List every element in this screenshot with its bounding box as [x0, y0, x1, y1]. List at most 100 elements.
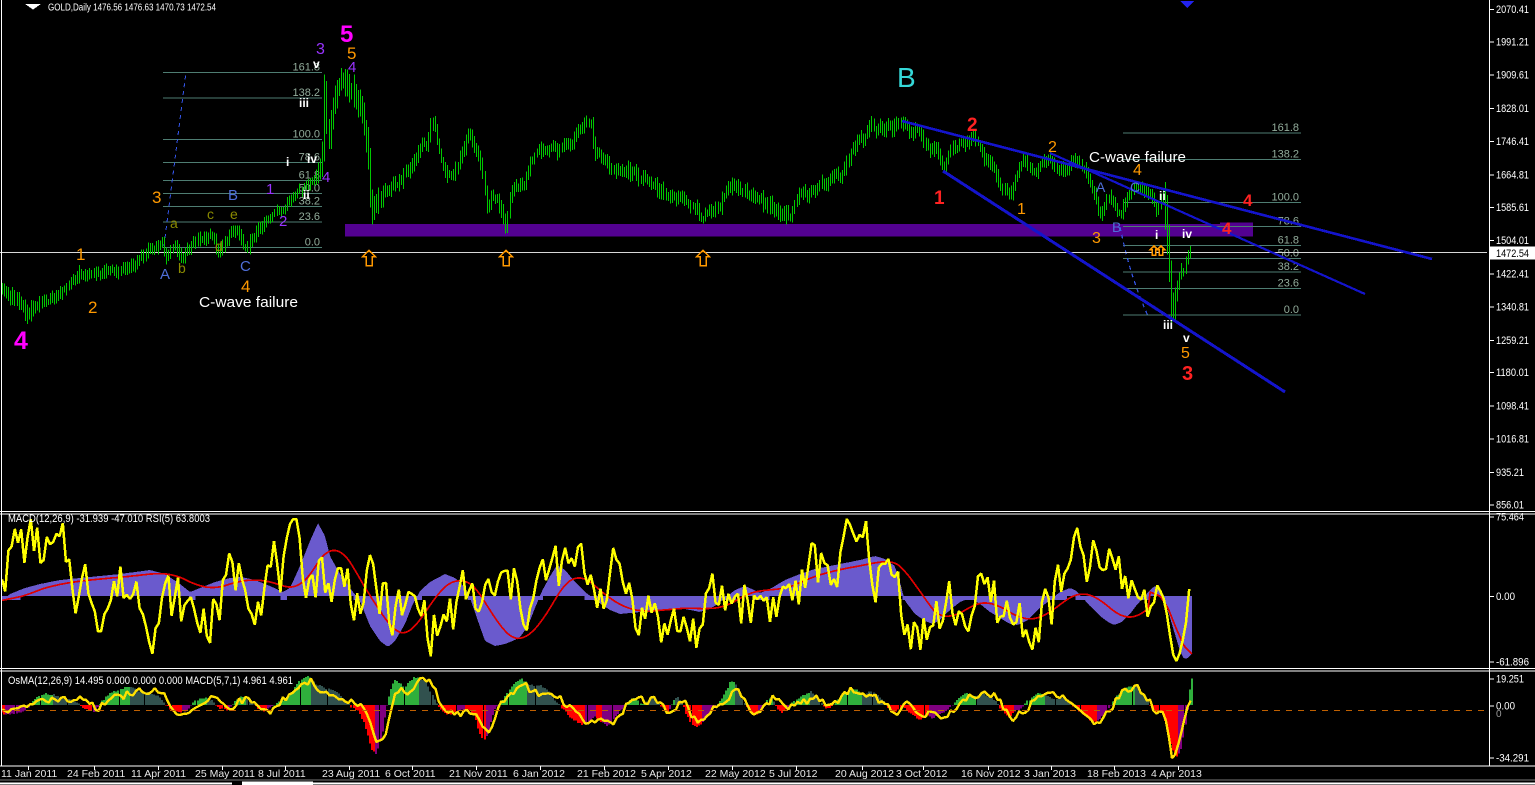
- svg-text:3: 3: [152, 188, 161, 207]
- svg-text:161.8: 161.8: [292, 62, 320, 74]
- svg-text:75.464: 75.464: [1496, 511, 1524, 523]
- svg-text:5: 5: [340, 21, 353, 48]
- svg-text:1016.81: 1016.81: [1496, 434, 1529, 446]
- svg-text:1: 1: [266, 181, 274, 198]
- svg-text:MACD(12,26,9) -31.939 -47.010: MACD(12,26,9) -31.939 -47.010 RSI(5) 63.…: [8, 513, 210, 525]
- svg-text:-34.291: -34.291: [1496, 752, 1529, 764]
- svg-text:iv: iv: [307, 152, 317, 166]
- svg-text:-61.896: -61.896: [1496, 656, 1529, 668]
- svg-text:C: C: [240, 258, 251, 275]
- svg-text:78.6: 78.6: [299, 152, 320, 164]
- svg-text:0.0: 0.0: [305, 237, 320, 249]
- svg-text:v: v: [1183, 331, 1190, 345]
- svg-text:A: A: [1096, 179, 1106, 195]
- svg-text:1504.01: 1504.01: [1496, 235, 1529, 247]
- svg-text:a: a: [170, 215, 178, 231]
- svg-text:856.01: 856.01: [1496, 499, 1524, 511]
- svg-text:iii: iii: [1163, 318, 1173, 332]
- svg-text:B: B: [1112, 219, 1121, 235]
- svg-text:0: 0: [1496, 709, 1502, 720]
- svg-text:22 May 2012: 22 May 2012: [705, 768, 766, 780]
- svg-text:3: 3: [316, 41, 325, 58]
- svg-text:2: 2: [88, 298, 97, 317]
- svg-text:1472.54: 1472.54: [1496, 248, 1529, 260]
- svg-text:100.0: 100.0: [1271, 191, 1299, 203]
- svg-text:21 Feb 2012: 21 Feb 2012: [577, 768, 636, 780]
- svg-text:C-wave failure: C-wave failure: [199, 294, 298, 311]
- svg-text:1: 1: [76, 245, 85, 264]
- svg-text:1: 1: [1017, 201, 1026, 218]
- svg-text:3 Jan 2013: 3 Jan 2013: [1024, 768, 1076, 780]
- svg-text:d: d: [215, 238, 223, 254]
- svg-text:4: 4: [322, 169, 330, 186]
- svg-text:4: 4: [348, 59, 356, 76]
- svg-text:2070.41: 2070.41: [1496, 4, 1529, 16]
- svg-text:e: e: [230, 206, 238, 222]
- svg-text:OsMA(12,26,9) 14.495 0.000 0.0: OsMA(12,26,9) 14.495 0.000 0.000 0.000 M…: [8, 675, 293, 687]
- svg-text:1909.61: 1909.61: [1496, 70, 1529, 82]
- svg-text:23.6: 23.6: [1278, 277, 1299, 289]
- svg-text:ii: ii: [1159, 189, 1166, 203]
- svg-text:b: b: [178, 260, 186, 276]
- svg-text:25 May 2011: 25 May 2011: [195, 768, 255, 780]
- svg-text:4: 4: [1133, 162, 1142, 179]
- svg-text:21 Nov 2011: 21 Nov 2011: [449, 768, 508, 780]
- svg-text:v: v: [313, 57, 320, 71]
- svg-text:1746.41: 1746.41: [1496, 136, 1529, 148]
- svg-text:100.0: 100.0: [292, 128, 320, 140]
- svg-text:50.0: 50.0: [1278, 248, 1299, 260]
- svg-text:5 Jul 2012: 5 Jul 2012: [769, 768, 818, 780]
- svg-text:4: 4: [1243, 191, 1253, 210]
- svg-text:138.2: 138.2: [1271, 148, 1299, 160]
- svg-text:1259.21: 1259.21: [1496, 335, 1529, 347]
- svg-text:3: 3: [1182, 363, 1193, 385]
- svg-text:24 Feb 2011: 24 Feb 2011: [67, 768, 125, 780]
- svg-text:61.8: 61.8: [1278, 234, 1299, 246]
- svg-text:1585.61: 1585.61: [1496, 202, 1529, 214]
- svg-text:20 Aug 2012: 20 Aug 2012: [835, 768, 894, 780]
- svg-text:1340.81: 1340.81: [1496, 302, 1529, 314]
- svg-text:4: 4: [241, 277, 250, 296]
- svg-text:16 Nov 2012: 16 Nov 2012: [961, 768, 1021, 780]
- svg-text:6 Oct 2011: 6 Oct 2011: [385, 768, 436, 780]
- svg-text:11 Jan 2011: 11 Jan 2011: [1, 768, 57, 780]
- svg-text:2: 2: [967, 115, 978, 136]
- svg-text:6 Jan 2012: 6 Jan 2012: [513, 768, 565, 780]
- svg-text:ii: ii: [303, 188, 310, 202]
- svg-text:38.2: 38.2: [1278, 261, 1299, 273]
- svg-text:c: c: [207, 206, 214, 222]
- svg-text:4 Apr 2013: 4 Apr 2013: [1151, 768, 1202, 780]
- svg-text:23 Aug 2011: 23 Aug 2011: [322, 768, 380, 780]
- svg-text:1664.81: 1664.81: [1496, 170, 1529, 182]
- svg-text:138.2: 138.2: [292, 87, 320, 99]
- svg-text:C: C: [1130, 179, 1140, 195]
- svg-text:3: 3: [1092, 230, 1101, 247]
- svg-text:0.00: 0.00: [1496, 701, 1515, 713]
- svg-text:i: i: [286, 155, 289, 169]
- svg-text:38.2: 38.2: [299, 195, 320, 207]
- svg-text:B: B: [897, 62, 916, 93]
- svg-text:1828.01: 1828.01: [1496, 103, 1529, 115]
- svg-text:2: 2: [279, 213, 287, 230]
- svg-text:GOLD,Daily 1476.56 1476.63 14: GOLD,Daily 1476.56 1476.63 1470.73 1472.…: [48, 2, 216, 14]
- svg-text:1: 1: [934, 188, 945, 209]
- svg-text:B: B: [228, 187, 238, 204]
- svg-text:5: 5: [347, 44, 356, 63]
- svg-text:19.251: 19.251: [1496, 673, 1524, 685]
- svg-text:5 Apr 2012: 5 Apr 2012: [641, 768, 692, 780]
- svg-text:1098.41: 1098.41: [1496, 401, 1529, 413]
- svg-text:8 Jul 2011: 8 Jul 2011: [258, 768, 306, 780]
- svg-text:0.0: 0.0: [1284, 304, 1299, 316]
- svg-text:4: 4: [1222, 219, 1232, 238]
- svg-text:11 Apr 2011: 11 Apr 2011: [131, 768, 186, 780]
- svg-text:935.21: 935.21: [1496, 467, 1524, 479]
- svg-text:5: 5: [1181, 345, 1190, 362]
- svg-text:2: 2: [1048, 139, 1057, 156]
- svg-text:1422.41: 1422.41: [1496, 268, 1529, 280]
- svg-text:1991.21: 1991.21: [1496, 36, 1529, 48]
- svg-text:iii: iii: [299, 96, 309, 110]
- svg-text:1180.01: 1180.01: [1496, 367, 1529, 379]
- svg-text:23.6: 23.6: [299, 211, 320, 223]
- svg-text:iv: iv: [1182, 227, 1192, 241]
- svg-text:4: 4: [14, 327, 28, 355]
